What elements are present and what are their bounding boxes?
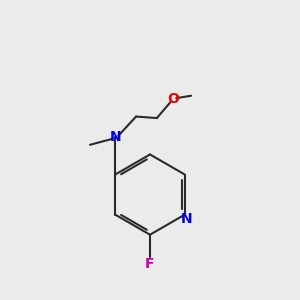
Text: F: F — [145, 256, 155, 271]
Text: N: N — [180, 212, 192, 226]
Text: N: N — [110, 130, 121, 144]
Text: O: O — [167, 92, 179, 106]
